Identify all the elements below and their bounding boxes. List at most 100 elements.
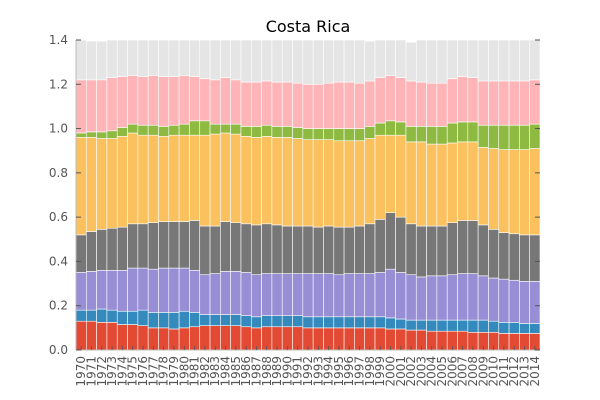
bar-segment-1975-s7 xyxy=(127,39,139,76)
bar-segment-1971-s7 xyxy=(86,40,97,81)
bar-segment-2000-s4 xyxy=(385,134,396,214)
bar-segment-1972-s0 xyxy=(96,322,108,351)
bar-segment-1984-s6 xyxy=(220,77,231,125)
bar-segment-1996-s6 xyxy=(343,81,355,129)
bar-segment-2013-s1 xyxy=(519,323,530,334)
x-tick-label: 1985 xyxy=(229,356,243,387)
chart-title: Costa Rica xyxy=(266,17,351,36)
bar-segment-1981-s1 xyxy=(189,312,201,328)
bar-segment-2009-s4 xyxy=(477,147,489,226)
bar-segment-1980-s4 xyxy=(178,134,190,222)
bar-segment-1972-s6 xyxy=(96,79,108,133)
bar-segment-1987-s2 xyxy=(250,274,262,318)
bar-segment-1979-s1 xyxy=(168,312,180,330)
bar-segment-1980-s2 xyxy=(178,267,190,312)
bar-segment-2006-s5 xyxy=(446,122,458,144)
bar-segment-1993-s7 xyxy=(312,39,324,85)
bar-segment-1978-s3 xyxy=(158,221,170,269)
bar-segment-2006-s7 xyxy=(446,39,458,80)
bar-segment-2006-s2 xyxy=(446,274,458,321)
bar-segment-2011-s5 xyxy=(498,124,510,150)
bar-segment-2003-s6 xyxy=(415,81,427,127)
bar-segment-1999-s7 xyxy=(374,39,386,78)
x-tick-label: 2005 xyxy=(435,356,449,387)
bar-segment-2006-s4 xyxy=(446,142,458,223)
x-tick-label: 1994 xyxy=(322,356,336,387)
bar-segment-2012-s1 xyxy=(508,322,520,334)
bar-segment-2006-s6 xyxy=(446,78,458,124)
bar-segment-2001-s5 xyxy=(395,121,407,136)
bar-segment-1984-s1 xyxy=(220,314,231,326)
bar-segment-1999-s1 xyxy=(374,316,386,329)
bar-segment-2010-s3 xyxy=(488,229,500,279)
bar-segment-1991-s1 xyxy=(292,315,304,328)
x-tick-label: 1991 xyxy=(291,356,305,387)
bar-segment-2010-s2 xyxy=(488,277,500,322)
bar-segment-2010-s4 xyxy=(488,148,500,230)
bars xyxy=(75,39,541,351)
bar-segment-2004-s4 xyxy=(426,143,438,227)
bar-segment-1992-s6 xyxy=(302,83,314,129)
bar-segment-2007-s2 xyxy=(457,273,469,321)
bar-segment-1974-s7 xyxy=(116,39,128,77)
x-tick-label: 1974 xyxy=(115,356,129,387)
bar-segment-1993-s5 xyxy=(312,128,324,140)
bar-segment-1979-s5 xyxy=(168,124,180,136)
bar-segment-2002-s4 xyxy=(405,141,417,225)
bar-segment-2004-s1 xyxy=(426,319,438,332)
bar-segment-1977-s5 xyxy=(147,124,159,136)
x-axis-ticks: 1970197119721973197419751976197719781979… xyxy=(74,346,542,387)
bar-segment-1979-s7 xyxy=(168,39,180,77)
bar-segment-1978-s6 xyxy=(158,76,170,127)
bar-segment-2011-s2 xyxy=(498,278,510,323)
bar-segment-2011-s1 xyxy=(498,322,510,334)
bar-segment-2005-s2 xyxy=(436,275,448,321)
y-tick-label: 0.0 xyxy=(49,343,68,357)
y-tick-label: 1.0 xyxy=(49,122,68,136)
bar-segment-1995-s1 xyxy=(333,316,345,329)
bar-segment-1971-s6 xyxy=(86,79,97,133)
bar-segment-1994-s3 xyxy=(323,225,335,274)
bar-segment-1999-s2 xyxy=(374,272,386,318)
bar-segment-1990-s6 xyxy=(281,81,293,127)
x-tick-label: 1981 xyxy=(188,356,202,387)
bar-segment-1970-s0 xyxy=(75,320,87,351)
bar-segment-1991-s6 xyxy=(292,82,304,128)
bar-segment-1971-s5 xyxy=(86,131,97,138)
bar-segment-1974-s3 xyxy=(116,226,128,271)
bar-segment-2008-s4 xyxy=(467,141,479,221)
bar-segment-2004-s7 xyxy=(426,39,438,84)
bar-segment-2005-s6 xyxy=(436,82,448,127)
bar-segment-1984-s4 xyxy=(220,132,231,222)
bar-segment-2007-s4 xyxy=(457,141,469,221)
bar-segment-1970-s7 xyxy=(75,39,87,81)
bar-segment-1982-s3 xyxy=(199,225,211,276)
bar-segment-1982-s1 xyxy=(199,314,211,326)
bar-segment-1994-s6 xyxy=(323,82,335,129)
bar-segment-1991-s4 xyxy=(292,138,304,227)
bar-segment-1971-s4 xyxy=(86,137,97,232)
bar-segment-1989-s5 xyxy=(271,126,283,138)
bar-segment-2007-s6 xyxy=(457,76,469,123)
bar-segment-2003-s4 xyxy=(415,141,427,227)
bar-segment-2005-s3 xyxy=(436,225,448,277)
bar-segment-2008-s6 xyxy=(467,77,479,123)
bar-segment-1995-s5 xyxy=(333,128,345,142)
bar-segment-1994-s4 xyxy=(323,139,335,227)
x-tick-label: 2014 xyxy=(528,356,542,387)
x-tick-label: 2003 xyxy=(414,356,428,387)
bar-segment-1987-s7 xyxy=(250,39,262,83)
bar-segment-2010-s7 xyxy=(488,39,500,82)
bar-segment-1991-s3 xyxy=(292,225,304,274)
bar-segment-2008-s7 xyxy=(467,39,479,78)
y-axis-ticks: 0.0 0.2 0.4 0.6 0.8 1.0 1.2 1.4 xyxy=(49,33,540,357)
bar-segment-1990-s3 xyxy=(281,225,293,274)
y-tick-label: 1.2 xyxy=(49,77,68,91)
bar-segment-2007-s3 xyxy=(457,220,469,274)
bar-segment-1974-s2 xyxy=(116,269,128,312)
bar-segment-1970-s1 xyxy=(75,309,87,322)
bar-segment-1988-s6 xyxy=(261,80,273,126)
bar-segment-2009-s1 xyxy=(477,319,489,333)
bar-segment-1972-s2 xyxy=(96,269,108,310)
bar-segment-1996-s5 xyxy=(343,128,355,142)
